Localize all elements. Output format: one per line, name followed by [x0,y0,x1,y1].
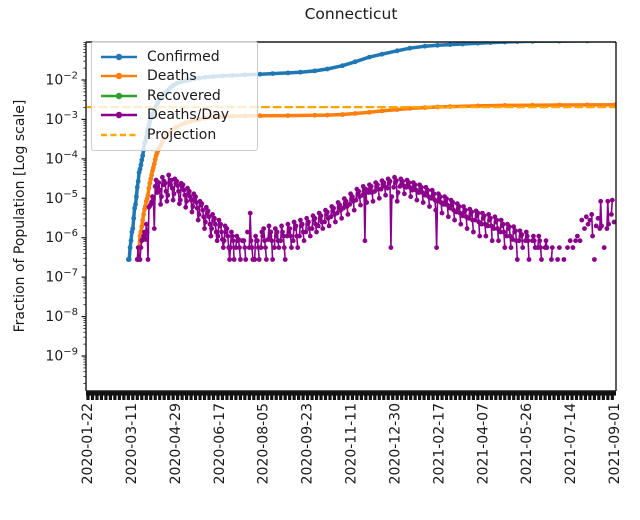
legend: Confirmed Deaths Recovered Deaths/Day Projec… [91,41,258,151]
svg-text:2020-06-17: 2020-06-17 [212,403,228,484]
legend-item-deaths: Deaths [100,67,249,87]
svg-text:2020-03-11: 2020-03-11 [124,403,140,484]
chart-title: Connecticut [304,5,398,23]
legend-line-sample [101,92,137,99]
svg-text:10−3: 10−3 [45,110,78,128]
x-axis-band [86,391,616,400]
svg-text:2020-01-22: 2020-01-22 [80,403,96,484]
svg-text:2021-04-07: 2021-04-07 [475,403,491,484]
svg-text:10−4: 10−4 [45,149,78,167]
legend-item-projection: Projection [100,125,249,145]
y-axis-label: Fraction of Population [Log scale] [12,99,28,333]
legend-label: Deaths/Day [147,107,229,124]
legend-label: Confirmed [147,48,220,65]
svg-text:10−6: 10−6 [45,228,78,246]
y-axis-ticks: 10−2 10−3 10−4 10−5 10−6 10−7 10−8 10−9 [45,41,86,384]
legend-line-sample [101,53,137,60]
legend-label: Projection [147,126,217,143]
series-deaths-day [134,172,616,262]
svg-text:2020-12-30: 2020-12-30 [387,403,403,484]
x-axis-tick-labels: 2020-01-22 2020-03-11 2020-04-29 2020-06-17… [80,403,623,484]
legend-line-sample [101,73,137,80]
svg-text:2021-02-17: 2021-02-17 [431,403,447,484]
legend-line-sample [101,112,137,119]
legend-item-deaths-day: Deaths/Day [100,106,249,126]
svg-text:10−7: 10−7 [45,268,78,286]
svg-text:10−5: 10−5 [45,189,78,207]
legend-item-confirmed: Confirmed [100,47,249,67]
legend-line-sample [101,133,137,137]
legend-label: Recovered [147,87,221,104]
svg-text:2020-11-11: 2020-11-11 [344,403,360,484]
svg-text:2020-09-23: 2020-09-23 [300,403,316,484]
svg-text:10−8: 10−8 [45,307,78,325]
svg-text:10−9: 10−9 [45,347,78,365]
svg-text:2020-04-29: 2020-04-29 [168,403,184,484]
svg-text:2020-08-05: 2020-08-05 [256,403,272,484]
svg-text:2021-07-14: 2021-07-14 [563,403,579,484]
svg-text:2021-09-01: 2021-09-01 [607,403,623,484]
legend-label: Deaths [147,68,197,85]
svg-text:2021-05-26: 2021-05-26 [519,403,535,484]
svg-text:10−2: 10−2 [45,71,78,89]
legend-item-recovered: Recovered [100,86,249,106]
